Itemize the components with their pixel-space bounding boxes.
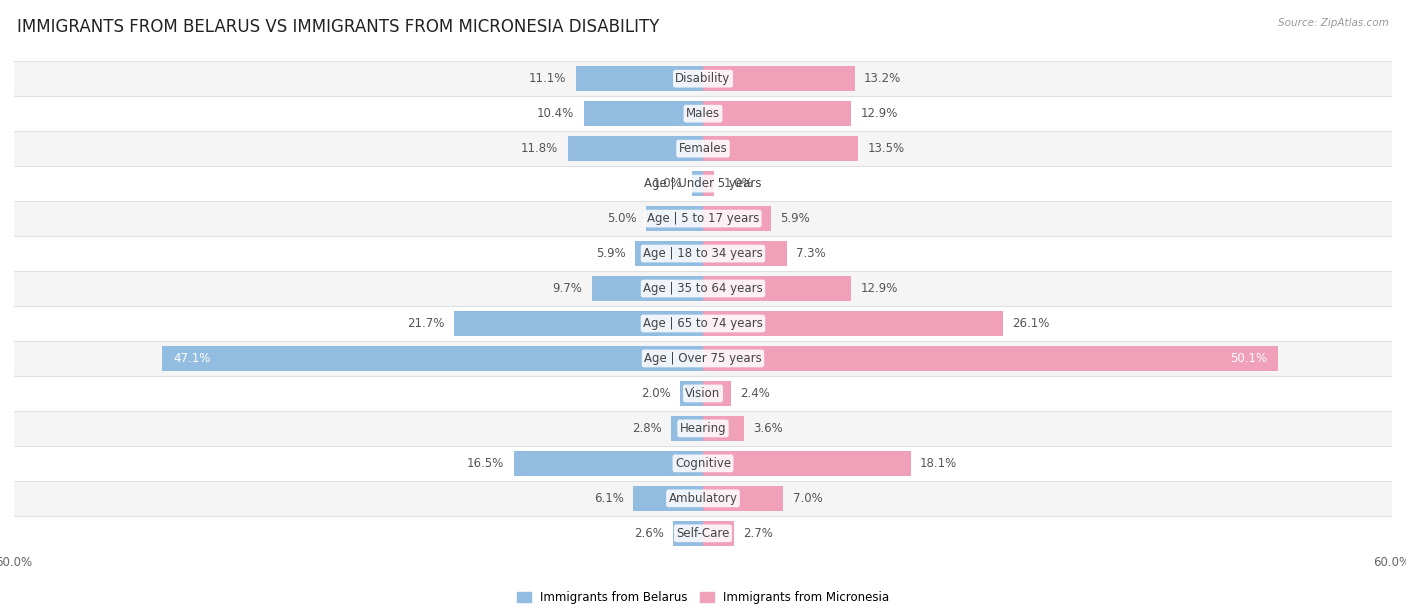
Bar bbox=[14, 96, 1392, 131]
Text: Ambulatory: Ambulatory bbox=[668, 492, 738, 505]
Bar bbox=[673, 521, 703, 546]
Bar bbox=[14, 516, 1392, 551]
Bar bbox=[636, 241, 703, 266]
Text: Age | 65 to 74 years: Age | 65 to 74 years bbox=[643, 317, 763, 330]
Bar bbox=[14, 131, 1392, 166]
Text: Females: Females bbox=[679, 142, 727, 155]
Text: Self-Care: Self-Care bbox=[676, 527, 730, 540]
Text: Age | 18 to 34 years: Age | 18 to 34 years bbox=[643, 247, 763, 260]
Bar bbox=[703, 521, 734, 546]
Text: 6.1%: 6.1% bbox=[593, 492, 624, 505]
Text: 5.9%: 5.9% bbox=[780, 212, 810, 225]
Bar bbox=[703, 171, 714, 196]
Bar bbox=[14, 376, 1392, 411]
Text: 5.0%: 5.0% bbox=[607, 212, 637, 225]
Bar bbox=[681, 381, 703, 406]
Text: Age | Under 5 years: Age | Under 5 years bbox=[644, 177, 762, 190]
Bar bbox=[14, 166, 1392, 201]
Bar bbox=[575, 66, 703, 91]
Bar bbox=[14, 201, 1392, 236]
Bar bbox=[162, 346, 703, 371]
Text: 3.6%: 3.6% bbox=[754, 422, 783, 435]
Text: Males: Males bbox=[686, 107, 720, 120]
Text: 11.8%: 11.8% bbox=[522, 142, 558, 155]
Text: Age | 35 to 64 years: Age | 35 to 64 years bbox=[643, 282, 763, 295]
Text: 2.8%: 2.8% bbox=[631, 422, 662, 435]
Text: 2.4%: 2.4% bbox=[740, 387, 769, 400]
Bar bbox=[14, 481, 1392, 516]
Text: 5.9%: 5.9% bbox=[596, 247, 626, 260]
Bar bbox=[454, 311, 703, 336]
Text: IMMIGRANTS FROM BELARUS VS IMMIGRANTS FROM MICRONESIA DISABILITY: IMMIGRANTS FROM BELARUS VS IMMIGRANTS FR… bbox=[17, 18, 659, 36]
Text: 11.1%: 11.1% bbox=[529, 72, 567, 85]
Bar bbox=[671, 416, 703, 441]
Text: 1.0%: 1.0% bbox=[724, 177, 754, 190]
Text: Source: ZipAtlas.com: Source: ZipAtlas.com bbox=[1278, 18, 1389, 28]
Bar bbox=[14, 271, 1392, 306]
Bar bbox=[14, 236, 1392, 271]
Bar bbox=[14, 411, 1392, 446]
Text: Vision: Vision bbox=[685, 387, 721, 400]
Text: 18.1%: 18.1% bbox=[920, 457, 957, 470]
Text: Age | Over 75 years: Age | Over 75 years bbox=[644, 352, 762, 365]
Text: 7.0%: 7.0% bbox=[793, 492, 823, 505]
Text: 16.5%: 16.5% bbox=[467, 457, 505, 470]
Bar bbox=[14, 341, 1392, 376]
Text: 7.3%: 7.3% bbox=[796, 247, 825, 260]
Bar bbox=[14, 61, 1392, 96]
Text: 2.7%: 2.7% bbox=[744, 527, 773, 540]
Text: 12.9%: 12.9% bbox=[860, 282, 897, 295]
Text: 26.1%: 26.1% bbox=[1012, 317, 1049, 330]
Bar bbox=[703, 451, 911, 476]
Text: Age | 5 to 17 years: Age | 5 to 17 years bbox=[647, 212, 759, 225]
Bar bbox=[703, 136, 858, 161]
Bar bbox=[513, 451, 703, 476]
Text: 47.1%: 47.1% bbox=[174, 352, 211, 365]
Bar bbox=[14, 306, 1392, 341]
Bar bbox=[692, 171, 703, 196]
Text: Disability: Disability bbox=[675, 72, 731, 85]
Text: Cognitive: Cognitive bbox=[675, 457, 731, 470]
Bar bbox=[703, 381, 731, 406]
Text: 10.4%: 10.4% bbox=[537, 107, 575, 120]
Text: 9.7%: 9.7% bbox=[553, 282, 582, 295]
Bar bbox=[703, 416, 744, 441]
Bar bbox=[703, 241, 787, 266]
Bar bbox=[583, 101, 703, 126]
Bar bbox=[703, 66, 855, 91]
Bar bbox=[703, 311, 1002, 336]
Text: 2.6%: 2.6% bbox=[634, 527, 664, 540]
Bar bbox=[592, 276, 703, 301]
Text: 2.0%: 2.0% bbox=[641, 387, 671, 400]
Bar bbox=[14, 446, 1392, 481]
Text: 1.0%: 1.0% bbox=[652, 177, 682, 190]
Bar bbox=[568, 136, 703, 161]
Bar bbox=[703, 101, 851, 126]
Text: 50.1%: 50.1% bbox=[1230, 352, 1267, 365]
Bar bbox=[703, 206, 770, 231]
Text: 13.2%: 13.2% bbox=[863, 72, 901, 85]
Text: 21.7%: 21.7% bbox=[408, 317, 444, 330]
Bar bbox=[633, 486, 703, 511]
Text: Hearing: Hearing bbox=[679, 422, 727, 435]
Legend: Immigrants from Belarus, Immigrants from Micronesia: Immigrants from Belarus, Immigrants from… bbox=[512, 586, 894, 608]
Bar bbox=[703, 486, 783, 511]
Text: 12.9%: 12.9% bbox=[860, 107, 897, 120]
Bar bbox=[645, 206, 703, 231]
Text: 13.5%: 13.5% bbox=[868, 142, 904, 155]
Bar bbox=[703, 276, 851, 301]
Bar bbox=[703, 346, 1278, 371]
